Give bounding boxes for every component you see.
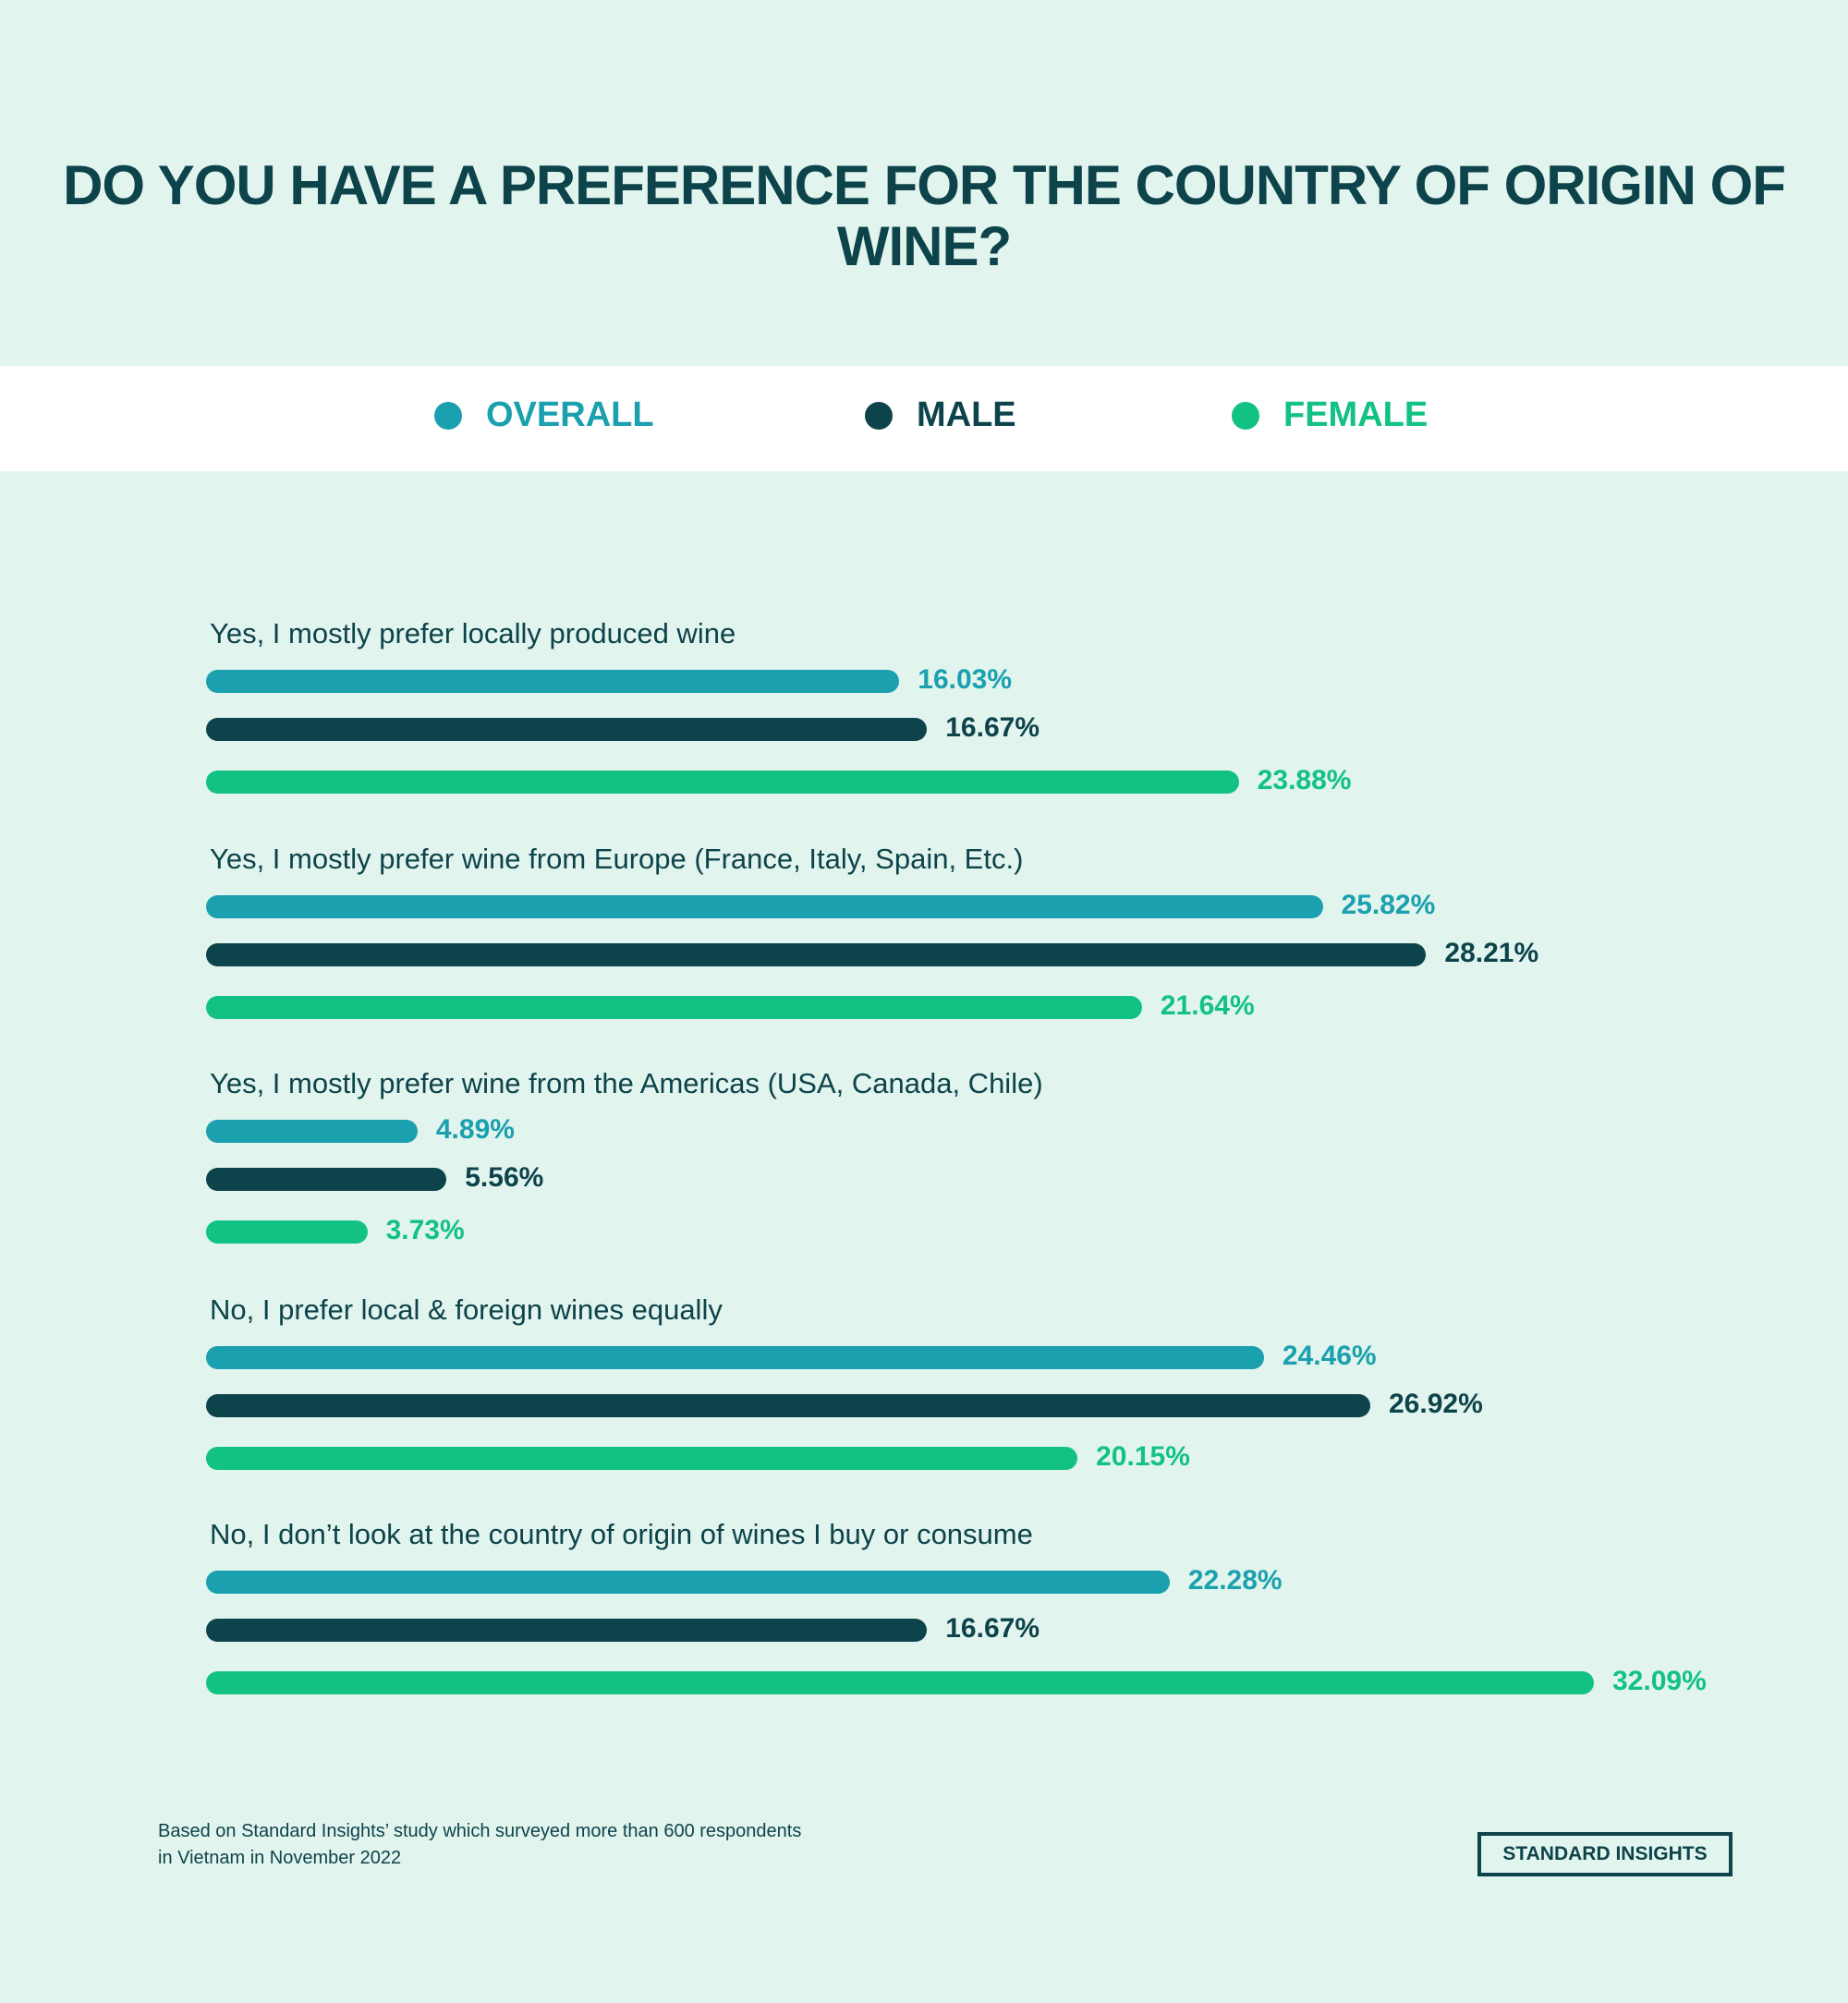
footnote-line-2: in Vietnam in November 2022 bbox=[158, 1848, 402, 1868]
legend-dot-overall bbox=[434, 401, 462, 430]
legend-item-female: FEMALE bbox=[1232, 395, 1428, 435]
bar-overall bbox=[206, 895, 1323, 918]
bar-female bbox=[206, 1220, 368, 1244]
bar-male bbox=[206, 1394, 1370, 1417]
value-label-overall: 4.89% bbox=[435, 1114, 515, 1145]
value-label-male: 16.67% bbox=[945, 712, 1040, 743]
value-label-overall: 25.82% bbox=[1341, 890, 1436, 920]
footnote-line-1: Based on Standard Insights’ study which … bbox=[158, 1821, 802, 1841]
bar-female bbox=[206, 1671, 1594, 1694]
value-label-male: 26.92% bbox=[1389, 1389, 1483, 1419]
bar-female bbox=[206, 771, 1239, 794]
category-label: No, I don’t look at the country of origi… bbox=[210, 1518, 1033, 1550]
bar-overall bbox=[206, 1571, 1170, 1594]
value-label-female: 23.88% bbox=[1257, 765, 1352, 795]
value-label-overall: 16.03% bbox=[918, 664, 1013, 695]
legend-band bbox=[0, 366, 1848, 471]
bar-male bbox=[206, 1619, 928, 1642]
category-label: Yes, I mostly prefer wine from Europe (F… bbox=[210, 843, 1024, 875]
legend-item-overall: OVERALL bbox=[434, 395, 654, 435]
value-label-female: 21.64% bbox=[1160, 990, 1255, 1021]
bar-overall bbox=[206, 1120, 418, 1143]
legend-item-male: MALE bbox=[865, 395, 1016, 435]
value-label-overall: 24.46% bbox=[1282, 1341, 1377, 1371]
bar-overall bbox=[206, 670, 900, 693]
value-label-female: 20.15% bbox=[1096, 1441, 1190, 1472]
chart-title: DO YOU HAVE A PREFERENCE FOR THE COUNTRY… bbox=[63, 154, 1786, 277]
value-label-overall: 22.28% bbox=[1187, 1565, 1283, 1596]
legend-label-overall: OVERALL bbox=[486, 395, 654, 434]
bar-female bbox=[206, 996, 1142, 1019]
category-label: Yes, I mostly prefer locally produced wi… bbox=[210, 617, 736, 649]
value-label-male: 16.67% bbox=[945, 1613, 1040, 1644]
value-label-male: 5.56% bbox=[465, 1162, 544, 1193]
value-label-female: 32.09% bbox=[1612, 1666, 1707, 1696]
legend-dot-male bbox=[865, 401, 893, 430]
legend-label-male: MALE bbox=[917, 395, 1016, 434]
category-label: Yes, I mostly prefer wine from the Ameri… bbox=[210, 1067, 1043, 1099]
bar-male bbox=[206, 943, 1427, 966]
legend-label-female: FEMALE bbox=[1283, 395, 1429, 434]
category-label: No, I prefer local & foreign wines equal… bbox=[210, 1293, 723, 1326]
value-label-female: 3.73% bbox=[385, 1215, 465, 1245]
legend-dot-female bbox=[1232, 401, 1259, 430]
standard-insights-logo: STANDARD INSIGHTS bbox=[1477, 1832, 1732, 1876]
bar-overall bbox=[206, 1346, 1264, 1369]
bar-male bbox=[206, 1168, 447, 1191]
value-label-male: 28.21% bbox=[1444, 938, 1539, 968]
footnote: Based on Standard Insights’ study which … bbox=[158, 1818, 801, 1872]
bar-female bbox=[206, 1447, 1078, 1470]
bar-male bbox=[206, 718, 928, 741]
